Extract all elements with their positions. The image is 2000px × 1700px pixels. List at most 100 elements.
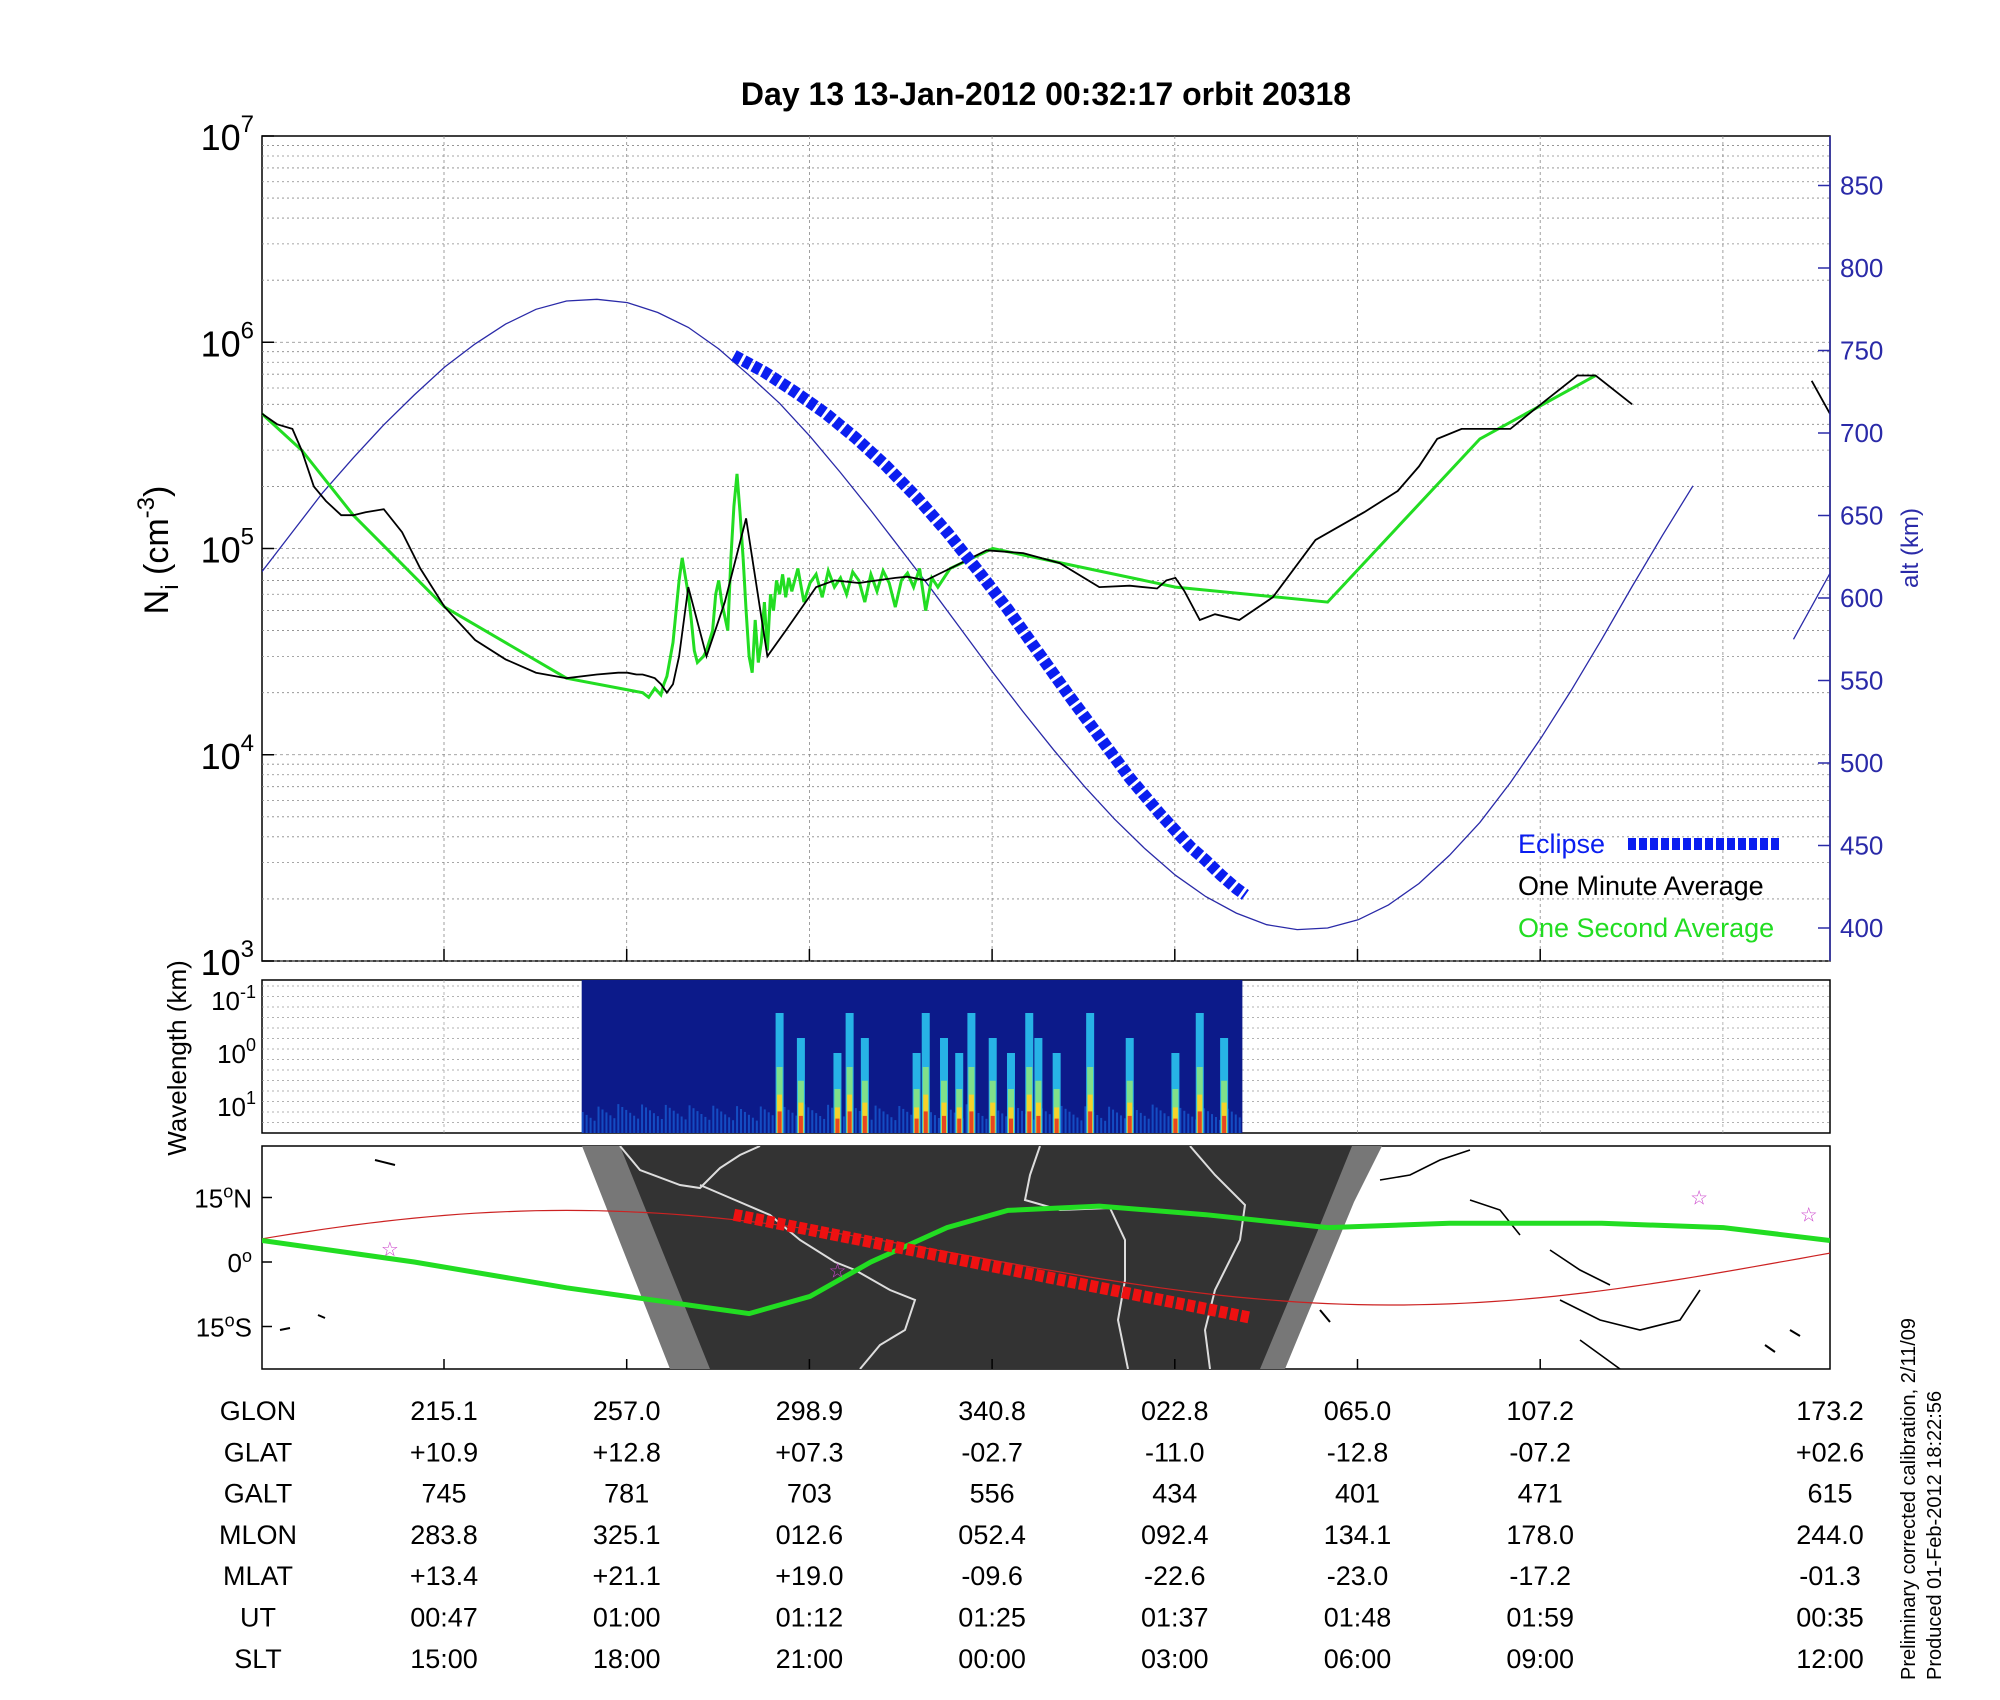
spectrogram-band-peak bbox=[1197, 1111, 1202, 1133]
map-y-tick-label: 15oS bbox=[196, 1311, 252, 1343]
spectrogram-noise bbox=[827, 1104, 830, 1133]
y-tick-base: 10 bbox=[201, 117, 241, 158]
spectrogram-band-peak bbox=[1173, 1118, 1178, 1133]
spectrogram-noise bbox=[1032, 1119, 1035, 1133]
table-cell: +12.8 bbox=[593, 1437, 661, 1467]
table-cell: 244.0 bbox=[1796, 1520, 1864, 1550]
table-cell: 781 bbox=[604, 1479, 649, 1509]
spectrogram-noise bbox=[902, 1108, 905, 1133]
table-cell: -11.0 bbox=[1145, 1437, 1205, 1467]
table-cell: 215.1 bbox=[410, 1396, 478, 1426]
spectrogram-noise bbox=[1203, 1108, 1206, 1133]
ylabel-unit-close: ) bbox=[138, 486, 176, 497]
spectrogram-noise bbox=[1191, 1116, 1194, 1133]
table-cell: -07.2 bbox=[1509, 1437, 1571, 1467]
orbit-parameters-table: GLON GLAT GALT MLON MLAT UT SLT 215.1 +10.9 745 28… bbox=[219, 1396, 1864, 1674]
spectrogram-noise bbox=[910, 1114, 913, 1133]
spectrogram-noise bbox=[716, 1108, 719, 1133]
table-cell: 092.4 bbox=[1141, 1520, 1209, 1550]
spectrogram-y-tick-base: 10 bbox=[211, 986, 240, 1016]
spectrogram-noise bbox=[1187, 1113, 1190, 1133]
spectrogram-band-peak bbox=[847, 1111, 852, 1133]
ground-station-star: ☆ bbox=[1800, 1205, 1818, 1227]
table-cell: 18:00 bbox=[593, 1644, 661, 1674]
spectrogram-noise bbox=[672, 1110, 675, 1133]
spectrogram-noise bbox=[708, 1119, 711, 1133]
spectrogram-noise bbox=[641, 1104, 644, 1133]
spectrogram-noise bbox=[625, 1109, 628, 1133]
table-cell: +21.1 bbox=[593, 1561, 661, 1591]
spectrogram-noise bbox=[720, 1111, 723, 1133]
table-cell: 01:12 bbox=[776, 1603, 844, 1633]
table-cell: +13.4 bbox=[410, 1561, 478, 1591]
spectrogram-noise bbox=[1048, 1114, 1051, 1133]
spectrogram-noise bbox=[854, 1108, 857, 1133]
spectrogram-noise bbox=[878, 1108, 881, 1133]
table-cell: 01:37 bbox=[1141, 1603, 1209, 1633]
table-cell: -09.6 bbox=[961, 1561, 1023, 1591]
map-y-tick-deg: 0 bbox=[228, 1248, 242, 1278]
y-tick-base: 10 bbox=[201, 942, 241, 983]
spectrogram-noise bbox=[906, 1111, 909, 1133]
table-row-label: SLT bbox=[234, 1644, 282, 1674]
satellite-ground-track bbox=[262, 1203, 1830, 1317]
legend-minute-label: One Minute Average bbox=[1518, 871, 1764, 901]
spectrogram-noise bbox=[1143, 1115, 1146, 1133]
table-cell: 471 bbox=[1518, 1479, 1563, 1509]
spectrogram-noise bbox=[589, 1117, 592, 1133]
spectrogram-noise bbox=[648, 1110, 651, 1133]
spectrogram-y-tick-base: 10 bbox=[217, 1039, 246, 1069]
spectrogram-noise bbox=[874, 1105, 877, 1133]
spectrogram-noise bbox=[696, 1111, 699, 1133]
spectrogram-grid bbox=[262, 980, 1830, 1133]
spectrogram-noise bbox=[1076, 1117, 1079, 1133]
spectrogram-noise bbox=[660, 1119, 663, 1133]
spectrogram-noise bbox=[1214, 1117, 1217, 1133]
spectrogram-noise bbox=[783, 1106, 786, 1133]
table-cell: 615 bbox=[1807, 1479, 1852, 1509]
y2-tick-label: 450 bbox=[1840, 831, 1883, 861]
spectrogram-noise bbox=[815, 1113, 818, 1133]
magnetic-equator-line bbox=[262, 1209, 1830, 1306]
table-cell: 134.1 bbox=[1324, 1520, 1392, 1550]
spectrogram-noise bbox=[949, 1109, 952, 1133]
spectrogram-noise bbox=[1112, 1109, 1115, 1133]
y2-tick-label: 850 bbox=[1840, 171, 1883, 201]
spectrogram-noise bbox=[728, 1117, 731, 1133]
spectrogram-noise bbox=[621, 1107, 624, 1133]
table-cell: 022.8 bbox=[1141, 1396, 1209, 1426]
spectrogram-band-peak bbox=[1222, 1115, 1227, 1133]
table-cell: 556 bbox=[970, 1479, 1015, 1509]
y-tick-base: 10 bbox=[201, 530, 241, 571]
map-y-tick-hemisphere: N bbox=[233, 1184, 252, 1214]
footer-produced-date: Produced 01-Feb-2012 18:22:56 bbox=[1924, 1391, 1946, 1680]
y-tick-exp: 4 bbox=[241, 730, 254, 757]
spectrogram-noise bbox=[981, 1115, 984, 1133]
table-cell: 178.0 bbox=[1506, 1520, 1574, 1550]
spectrogram-band-peak bbox=[990, 1115, 995, 1133]
legend-eclipse-label: Eclipse bbox=[1518, 829, 1605, 859]
spectrogram-band-peak bbox=[862, 1115, 867, 1133]
table-cell: -22.6 bbox=[1144, 1561, 1206, 1591]
table-row-label: GALT bbox=[224, 1479, 293, 1509]
spectrogram-noise bbox=[1230, 1111, 1233, 1133]
spectrogram-y-tick-base: 10 bbox=[217, 1092, 246, 1122]
spectrogram-noise bbox=[898, 1106, 901, 1133]
spectrogram-noise bbox=[763, 1109, 766, 1133]
legend: Eclipse One Minute Average One Second Av… bbox=[1518, 829, 1782, 943]
y2-tick-label: 750 bbox=[1840, 336, 1883, 366]
spectrogram-noise bbox=[811, 1110, 814, 1133]
y-tick-label: 107 bbox=[201, 111, 254, 158]
map-y-tick-label: 15oN bbox=[194, 1182, 252, 1214]
continent-outline-islands bbox=[279, 1159, 1801, 1353]
spectrogram-band-peak bbox=[914, 1118, 919, 1133]
spectrogram-noise bbox=[617, 1104, 620, 1133]
spectrogram-band-peak bbox=[1054, 1118, 1059, 1133]
spectrogram-noise bbox=[933, 1115, 936, 1133]
spectrogram-noise bbox=[668, 1107, 671, 1133]
ground-station-star: ☆ bbox=[1690, 1188, 1708, 1210]
spectrogram-noise bbox=[997, 1110, 1000, 1133]
